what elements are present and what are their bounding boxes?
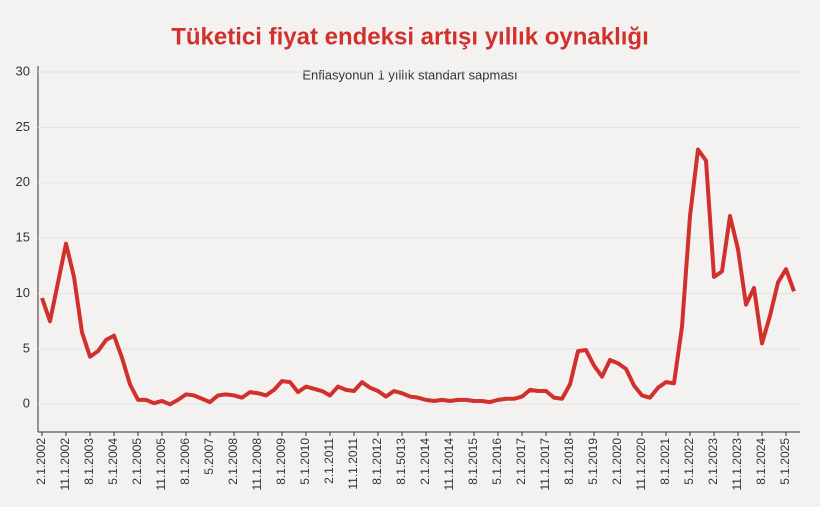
x-tick-label: 11.1.2011	[346, 438, 360, 490]
y-tick-label: 30	[16, 63, 30, 78]
chart-subtitle: Enflasyonun 1 yıllık standart sapması	[302, 67, 517, 82]
x-tick-label: 8.1.2018	[562, 438, 576, 485]
x-tick-label: 11.1.2017	[538, 438, 552, 491]
x-tick-label: 11.1.2020	[634, 438, 648, 491]
x-tick-label: 8.1.2015	[466, 438, 480, 485]
y-tick-label: 10	[16, 285, 30, 300]
x-tick-label: 2.1.2002	[34, 438, 48, 485]
x-tick-label: 11.1.2008	[250, 438, 264, 491]
x-tick-label: 2.1.2020	[610, 438, 624, 485]
data-line	[40, 147, 796, 407]
x-tick-label: 5.1.2016	[490, 438, 504, 485]
x-tick-label: 11.1.2005	[154, 438, 168, 491]
x-tick-label: 2.1.2014	[418, 438, 432, 485]
x-tick-label: 8.1.2021	[658, 438, 672, 485]
x-tick-label: 2.1.2008	[226, 438, 240, 485]
y-tick-label: 25	[16, 119, 30, 134]
x-tick-label: 5.2007	[202, 438, 216, 475]
x-tick-label: 5.1.2019	[586, 438, 600, 485]
y-tick-label: 0	[23, 396, 30, 411]
y-tick-label: 15	[16, 230, 30, 245]
x-tick-label: 5.1.2022	[682, 438, 696, 485]
x-tick-label: 5.1.2004	[106, 438, 120, 485]
x-tick-label: 8.1.2012	[370, 438, 384, 485]
x-tick-label: 11.1.2002	[58, 438, 72, 491]
x-tick-label: 8.1.5013	[394, 438, 408, 485]
x-tick-label: 11.1.2023	[730, 438, 744, 491]
x-tick-label: 5.1.2010	[298, 438, 312, 485]
x-tick-label: 8.1.2006	[178, 438, 192, 485]
x-tick-label: 2.1.2023	[706, 438, 720, 485]
x-tick-label: 11.1.2014	[442, 438, 456, 491]
x-tick-label: 2.1.2011	[322, 438, 336, 484]
y-tick-label: 20	[16, 174, 30, 189]
x-tick-label: 2.1.2017	[514, 438, 528, 485]
x-tick-label: 8.1.2024	[754, 438, 768, 485]
chart-title: Tüketici fiyat endeksi artışı yıllık oyn…	[171, 23, 649, 50]
x-tick-label: 5.1.2025	[778, 438, 792, 485]
x-tick-label: 8.1.2009	[274, 438, 288, 485]
x-tick-label: 2.1.2005	[130, 438, 144, 485]
x-tick-label: 8.1.2003	[82, 438, 96, 485]
y-tick-label: 5	[23, 340, 30, 355]
